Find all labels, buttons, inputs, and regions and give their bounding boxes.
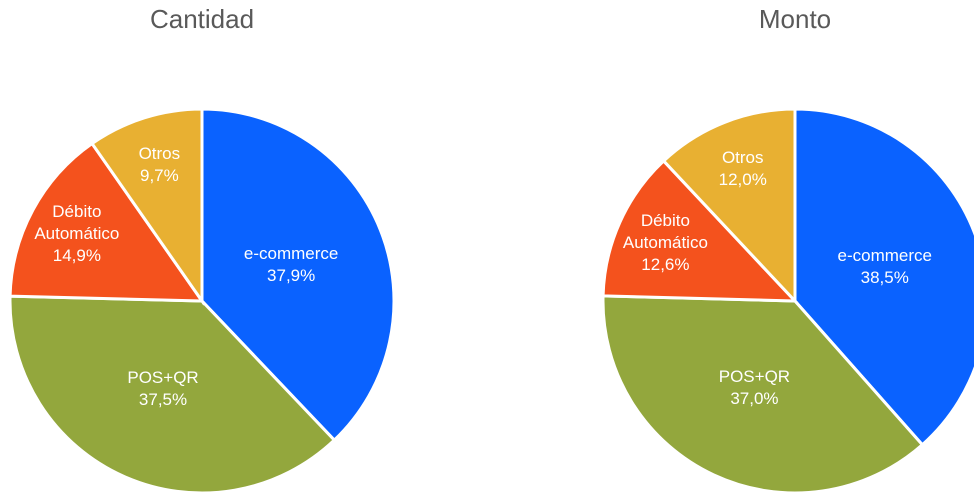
data-label: e-commerce 37,9% <box>226 243 356 287</box>
pie-slice <box>793 107 974 447</box>
chart-title: Monto <box>758 4 832 34</box>
pie-slice <box>8 141 205 303</box>
pie-slice <box>8 294 337 492</box>
pie-slice <box>601 158 799 303</box>
data-label: POS+QR 37,5% <box>98 367 228 411</box>
category-label: Débito Automático <box>34 201 120 243</box>
pie-slice <box>601 294 925 492</box>
data-label: e-commerce 38,5% <box>820 245 950 289</box>
category-label: POS+QR <box>718 367 791 386</box>
category-label: Otros <box>138 144 181 164</box>
data-label: Débito Automático 12,6% <box>600 210 730 276</box>
value-label: 9,7% <box>139 166 179 186</box>
category-label: e-commerce <box>243 244 339 264</box>
category-label: Débito Automático <box>622 210 708 252</box>
pie-slice <box>90 107 204 306</box>
value-label: 14,9% <box>52 245 101 265</box>
value-label: 38,5% <box>860 267 909 287</box>
value-label: 37,9% <box>267 266 316 286</box>
pie-slice <box>200 107 396 443</box>
category-label: POS+QR <box>127 367 199 387</box>
data-label: Otros 9,7% <box>94 143 224 187</box>
data-label: Débito Automático 14,9% <box>12 201 142 267</box>
value-label: 12,0% <box>718 169 767 189</box>
data-label: Otros 12,0% <box>678 147 808 191</box>
value-label: 12,6% <box>641 254 690 274</box>
data-label: POS+QR 37,0% <box>689 366 819 410</box>
value-label: 37,0% <box>730 389 779 408</box>
chart-title: Cantidad <box>149 4 255 34</box>
category-label: e-commerce <box>837 245 932 265</box>
value-label: 37,5% <box>138 389 188 409</box>
category-label: Otros <box>721 147 764 167</box>
pie-slice <box>661 107 797 305</box>
